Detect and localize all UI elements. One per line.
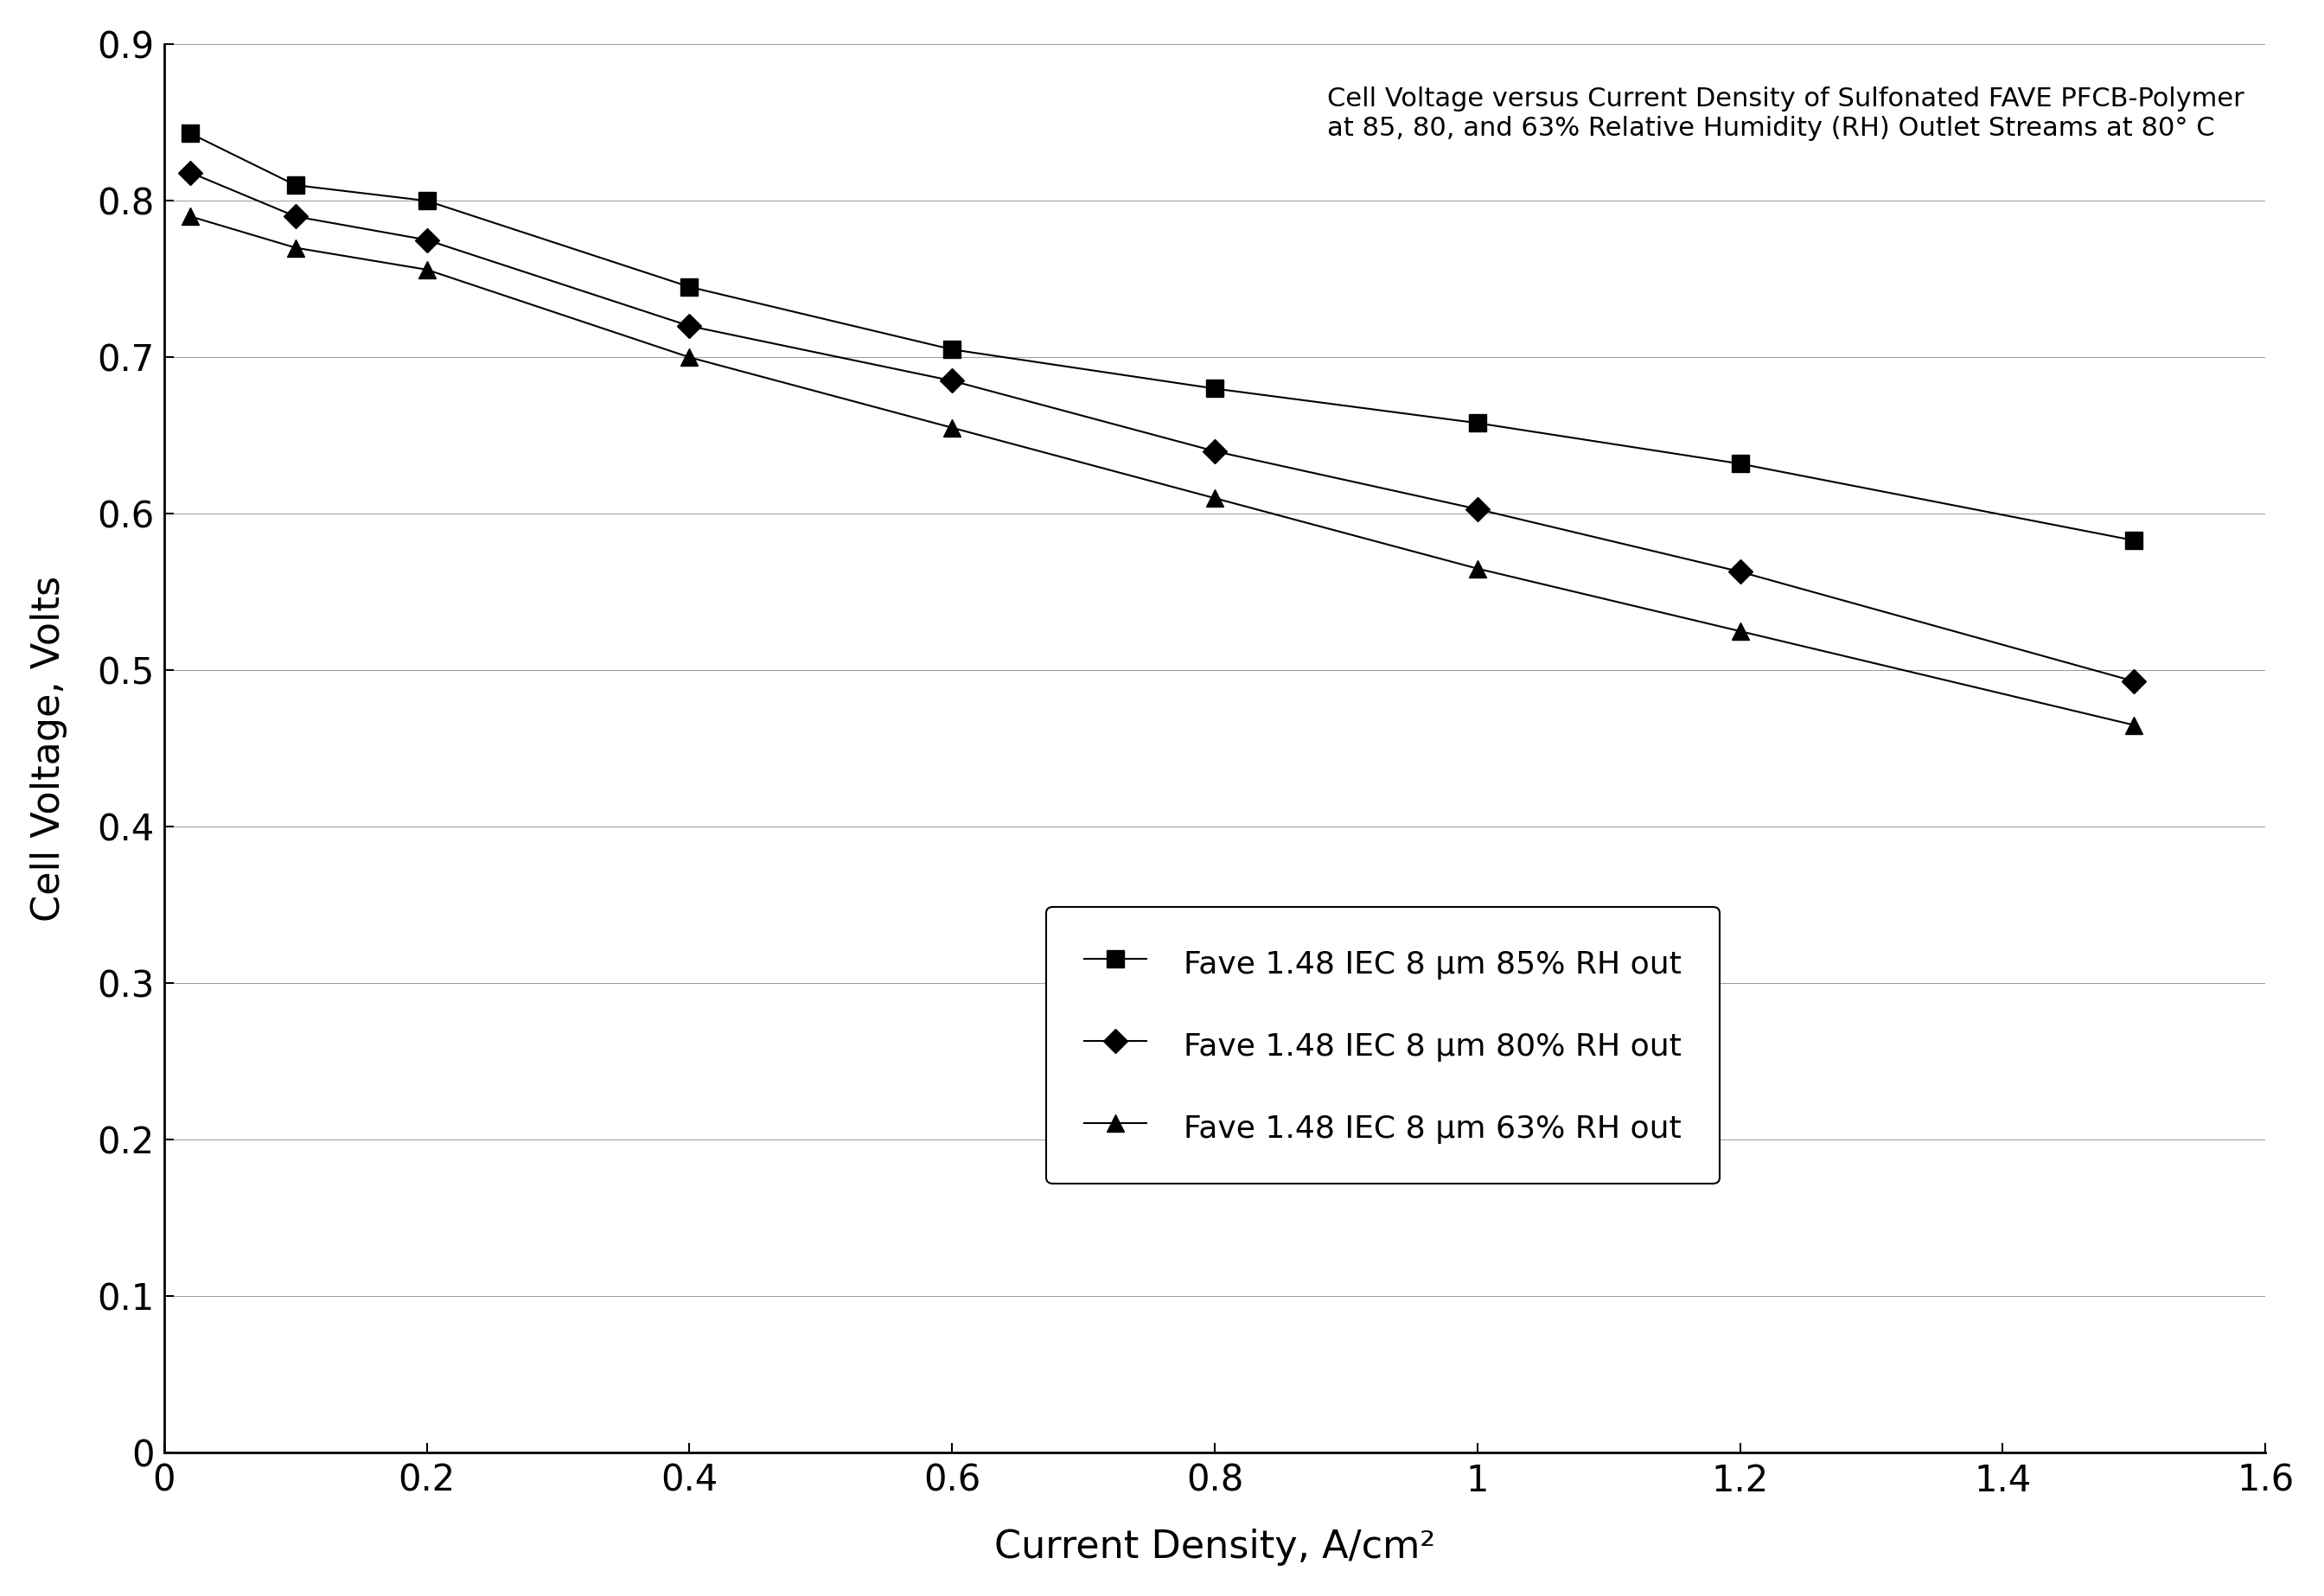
- Fave 1.48 IEC 8 μm 80% RH out: [1202, 442, 1229, 461]
- Fave 1.48 IEC 8 μm 63% RH out: [1202, 488, 1229, 508]
- Fave 1.48 IEC 8 μm 63% RH out: [2119, 715, 2147, 734]
- Line: Fave 1.48 IEC 8 μm 63% RH out: Fave 1.48 IEC 8 μm 63% RH out: [181, 207, 2143, 734]
- Fave 1.48 IEC 8 μm 63% RH out: [939, 418, 967, 437]
- Fave 1.48 IEC 8 μm 85% RH out: [2119, 531, 2147, 551]
- Fave 1.48 IEC 8 μm 63% RH out: [177, 207, 205, 227]
- Fave 1.48 IEC 8 μm 85% RH out: [1727, 455, 1755, 474]
- Fave 1.48 IEC 8 μm 80% RH out: [2119, 672, 2147, 691]
- Fave 1.48 IEC 8 μm 80% RH out: [676, 316, 704, 335]
- Fave 1.48 IEC 8 μm 80% RH out: [1464, 500, 1492, 519]
- Fave 1.48 IEC 8 μm 63% RH out: [1727, 621, 1755, 640]
- Fave 1.48 IEC 8 μm 85% RH out: [676, 278, 704, 297]
- Fave 1.48 IEC 8 μm 85% RH out: [939, 340, 967, 359]
- Fave 1.48 IEC 8 μm 85% RH out: [177, 124, 205, 144]
- Fave 1.48 IEC 8 μm 63% RH out: [414, 260, 442, 279]
- Fave 1.48 IEC 8 μm 63% RH out: [1464, 559, 1492, 578]
- Fave 1.48 IEC 8 μm 63% RH out: [676, 348, 704, 367]
- Legend: Fave 1.48 IEC 8 μm 85% RH out, Fave 1.48 IEC 8 μm 80% RH out, Fave 1.48 IEC 8 μm: Fave 1.48 IEC 8 μm 85% RH out, Fave 1.48…: [1046, 907, 1720, 1184]
- Fave 1.48 IEC 8 μm 80% RH out: [281, 207, 309, 227]
- Fave 1.48 IEC 8 μm 63% RH out: [281, 238, 309, 257]
- Fave 1.48 IEC 8 μm 85% RH out: [1202, 378, 1229, 397]
- Fave 1.48 IEC 8 μm 80% RH out: [414, 230, 442, 249]
- Fave 1.48 IEC 8 μm 85% RH out: [281, 176, 309, 195]
- Fave 1.48 IEC 8 μm 80% RH out: [177, 163, 205, 182]
- Text: Cell Voltage versus Current Density of Sulfonated FAVE PFCB-Polymer
at 85, 80, a: Cell Voltage versus Current Density of S…: [1327, 86, 2245, 140]
- Fave 1.48 IEC 8 μm 85% RH out: [414, 192, 442, 211]
- Fave 1.48 IEC 8 μm 85% RH out: [1464, 413, 1492, 433]
- Fave 1.48 IEC 8 μm 80% RH out: [1727, 562, 1755, 581]
- Line: Fave 1.48 IEC 8 μm 85% RH out: Fave 1.48 IEC 8 μm 85% RH out: [181, 124, 2143, 549]
- Line: Fave 1.48 IEC 8 μm 80% RH out: Fave 1.48 IEC 8 μm 80% RH out: [181, 164, 2143, 689]
- Y-axis label: Cell Voltage, Volts: Cell Voltage, Volts: [30, 576, 67, 921]
- Fave 1.48 IEC 8 μm 80% RH out: [939, 372, 967, 391]
- X-axis label: Current Density, A/cm²: Current Density, A/cm²: [995, 1529, 1436, 1566]
